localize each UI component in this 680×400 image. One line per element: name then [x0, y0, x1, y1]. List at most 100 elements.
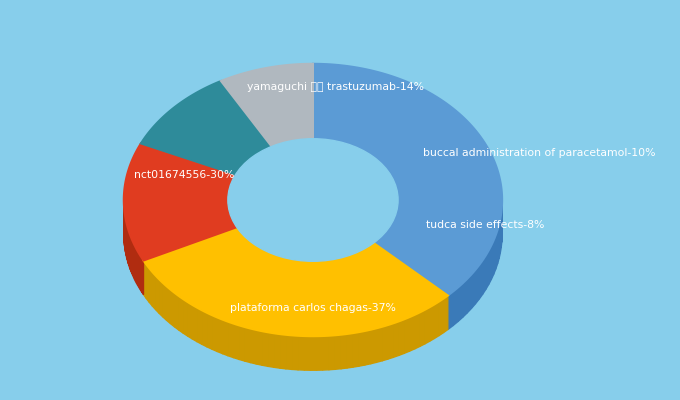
- Polygon shape: [286, 335, 292, 370]
- Polygon shape: [197, 308, 202, 344]
- Polygon shape: [140, 255, 141, 291]
- Polygon shape: [313, 64, 502, 296]
- Polygon shape: [352, 254, 354, 289]
- Polygon shape: [301, 261, 303, 295]
- Polygon shape: [339, 258, 341, 292]
- Polygon shape: [394, 216, 395, 252]
- Polygon shape: [326, 260, 328, 295]
- Polygon shape: [218, 318, 222, 354]
- Polygon shape: [131, 238, 132, 274]
- Polygon shape: [311, 336, 316, 370]
- Polygon shape: [388, 323, 393, 359]
- Polygon shape: [443, 296, 447, 333]
- Ellipse shape: [228, 139, 398, 261]
- Polygon shape: [395, 213, 396, 250]
- Polygon shape: [221, 64, 313, 146]
- Polygon shape: [192, 305, 197, 342]
- Polygon shape: [364, 330, 371, 365]
- Polygon shape: [258, 247, 261, 282]
- Polygon shape: [292, 335, 299, 370]
- Polygon shape: [141, 257, 142, 293]
- Polygon shape: [492, 240, 494, 280]
- Polygon shape: [370, 244, 372, 280]
- Polygon shape: [239, 326, 245, 361]
- Polygon shape: [341, 257, 344, 292]
- Polygon shape: [285, 258, 288, 292]
- Polygon shape: [156, 276, 159, 313]
- Polygon shape: [384, 232, 386, 268]
- Polygon shape: [430, 304, 435, 341]
- Polygon shape: [242, 234, 243, 270]
- Polygon shape: [134, 244, 135, 280]
- Polygon shape: [409, 315, 415, 351]
- Polygon shape: [359, 331, 364, 366]
- Polygon shape: [335, 335, 341, 369]
- Polygon shape: [202, 310, 207, 347]
- Polygon shape: [261, 248, 263, 284]
- Polygon shape: [361, 250, 363, 285]
- Polygon shape: [393, 218, 394, 254]
- Polygon shape: [256, 330, 262, 365]
- Polygon shape: [149, 268, 152, 306]
- Polygon shape: [489, 245, 492, 284]
- Polygon shape: [334, 259, 336, 294]
- Polygon shape: [420, 310, 425, 346]
- Polygon shape: [371, 328, 376, 364]
- Polygon shape: [376, 327, 382, 362]
- Text: buccal administration of paracetamol-10%: buccal administration of paracetamol-10%: [423, 148, 655, 158]
- Polygon shape: [268, 332, 274, 367]
- Polygon shape: [141, 81, 271, 174]
- Polygon shape: [316, 336, 322, 370]
- Polygon shape: [341, 334, 347, 369]
- Polygon shape: [320, 261, 323, 295]
- Polygon shape: [389, 225, 391, 261]
- Polygon shape: [392, 220, 393, 257]
- Polygon shape: [132, 240, 133, 276]
- Polygon shape: [280, 334, 286, 369]
- Polygon shape: [378, 238, 380, 274]
- Text: nct01674556-30%: nct01674556-30%: [134, 170, 235, 180]
- Text: yamaguchi 肃癌 trastuzumab-14%: yamaguchi 肃癌 trastuzumab-14%: [247, 82, 424, 92]
- Polygon shape: [386, 229, 388, 266]
- Polygon shape: [239, 231, 241, 266]
- Polygon shape: [391, 223, 392, 259]
- Polygon shape: [363, 248, 365, 284]
- Polygon shape: [323, 261, 326, 295]
- Polygon shape: [299, 336, 305, 370]
- Polygon shape: [273, 254, 275, 289]
- Polygon shape: [315, 261, 318, 295]
- Polygon shape: [159, 279, 163, 317]
- Polygon shape: [393, 321, 398, 357]
- Polygon shape: [376, 239, 378, 275]
- Polygon shape: [263, 250, 265, 285]
- Polygon shape: [499, 219, 500, 258]
- Polygon shape: [293, 260, 296, 294]
- Polygon shape: [175, 293, 179, 330]
- Polygon shape: [347, 333, 353, 368]
- Polygon shape: [356, 252, 359, 287]
- Polygon shape: [262, 331, 268, 366]
- Polygon shape: [439, 299, 443, 336]
- Polygon shape: [222, 320, 228, 356]
- Polygon shape: [354, 253, 356, 288]
- Polygon shape: [479, 260, 483, 299]
- Polygon shape: [137, 251, 139, 287]
- Polygon shape: [467, 274, 471, 313]
- Polygon shape: [382, 234, 384, 270]
- Polygon shape: [268, 252, 270, 287]
- Polygon shape: [171, 290, 175, 327]
- Polygon shape: [447, 292, 453, 330]
- Polygon shape: [305, 336, 311, 370]
- Polygon shape: [179, 296, 183, 333]
- Polygon shape: [253, 243, 254, 279]
- Polygon shape: [256, 246, 258, 281]
- Polygon shape: [306, 261, 309, 295]
- Polygon shape: [290, 259, 293, 294]
- Polygon shape: [228, 322, 234, 358]
- Polygon shape: [425, 307, 430, 344]
- Polygon shape: [415, 312, 420, 349]
- Polygon shape: [328, 335, 335, 370]
- Polygon shape: [237, 227, 238, 263]
- Polygon shape: [372, 243, 373, 278]
- Polygon shape: [359, 250, 361, 286]
